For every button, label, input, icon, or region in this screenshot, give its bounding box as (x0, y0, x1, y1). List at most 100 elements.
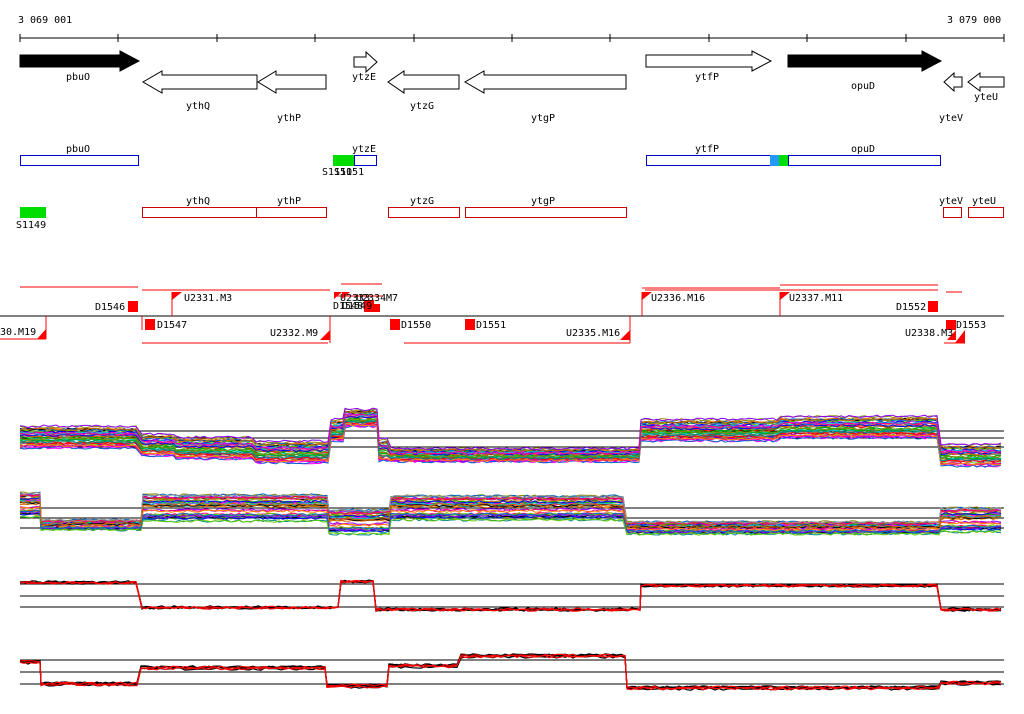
expression-profile-plus-summary (19, 579, 1004, 612)
gene-label-opud: opuD (851, 81, 875, 92)
sigma-box-s1149[interactable] (20, 207, 46, 218)
profile-line (19, 413, 1002, 455)
segment-label-d1550: D1550 (401, 320, 431, 331)
minus-box-ytzg[interactable]: ytzG (388, 196, 460, 218)
profile-line (19, 491, 1002, 525)
profile-line (19, 415, 1002, 456)
profile-line (19, 417, 1002, 459)
minus-strand-box-track: S1149 ythQ ythP ytzG ytgP yteV yteU (16, 196, 1004, 231)
minus-box-label-ytev: yteV (939, 196, 963, 207)
sigma-box-s1150[interactable] (333, 155, 354, 166)
gene-arrow-ytev[interactable]: yteV (939, 71, 963, 124)
segment-label-u2332: U2332.M9 (270, 328, 318, 339)
expression-profile-minus-summary (19, 653, 1004, 691)
minus-box-ythq[interactable]: ythQ (142, 196, 257, 218)
profile-line (19, 509, 1002, 533)
profile-line (19, 494, 1002, 526)
minus-box-label-ythp: ythP (277, 196, 301, 207)
segment-label-d1552: D1552 (896, 302, 926, 313)
gene-arrow-ytfp[interactable]: ytfP (645, 50, 773, 83)
profile-line (19, 653, 1002, 689)
plus-box-ytfp[interactable]: ytfP (646, 144, 789, 166)
plus-box-label-opud: opuD (851, 144, 875, 155)
plus-box-pbuo[interactable]: pbuO (20, 144, 139, 166)
profile-line (19, 418, 1002, 459)
profile-line (19, 410, 1002, 453)
gene-label-ytzg: ytzG (410, 101, 434, 112)
plus-box-label-ytfp: ytfP (695, 144, 719, 155)
segment-label-d1548: D1548 (333, 301, 363, 312)
profile-line (19, 423, 1002, 466)
minus-box-label-ythq: ythQ (186, 196, 210, 207)
profile-line (19, 499, 1002, 528)
minus-box-label-ytzg: ytzG (410, 196, 434, 207)
minus-box-label-yteu: yteU (972, 196, 996, 207)
profile-line (19, 407, 1002, 451)
sigma-box-blue[interactable] (770, 155, 779, 166)
segment-label-m7: M7 (386, 293, 398, 304)
profile-line (19, 654, 1002, 691)
minus-box-label-ytgp: ytgP (531, 196, 555, 207)
gene-arrow-ytze[interactable]: ytzE (352, 50, 378, 83)
profile-line (19, 506, 1002, 532)
gene-label-ythq: ythQ (186, 101, 210, 112)
profile-line (19, 413, 1002, 455)
gene-label-ytgp: ytgP (531, 113, 555, 124)
segment-label-u2337: U2337.M11 (789, 293, 843, 304)
gene-arrow-ythq[interactable]: ythQ (142, 70, 258, 112)
gene-label-ytev: yteV (939, 113, 963, 124)
gene-label-yteu: yteU (974, 92, 998, 103)
segment-label-d1547: D1547 (157, 320, 187, 331)
profile-line (19, 423, 1002, 466)
segment-label-u2335: U2335.M16 (566, 328, 620, 339)
gene-arrow-ythp[interactable]: ythP (257, 70, 327, 124)
plus-box-label-pbuo: pbuO (66, 144, 90, 155)
gene-label-ytze: ytzE (352, 72, 376, 83)
segment-label-d1546: D1546 (95, 302, 125, 313)
profile-line (19, 418, 1002, 460)
gene-arrow-ytzg[interactable]: ytzG (387, 70, 460, 112)
segment-label-u2331: U2331.M3 (184, 293, 232, 304)
expression-profile-minus-all (19, 491, 1004, 536)
minus-box-ythp[interactable]: ythP (256, 196, 327, 218)
plus-box-label-ytze: ytzE (352, 144, 376, 155)
segment-label-u2336: U2336.M16 (651, 293, 705, 304)
segment-label-d1551: D1551 (476, 320, 506, 331)
segmentation-track: D1546 U2331.M3 U2333 U2334 D1548 D1549 M… (0, 283, 1004, 344)
gene-arrow-pbuo[interactable]: pbuO (19, 50, 141, 83)
profile-line (19, 515, 1002, 536)
profile-line (19, 500, 1002, 529)
expression-profile-plus-all (19, 407, 1004, 468)
minus-box-ytgp[interactable]: ytgP (465, 196, 627, 218)
gene-arrow-yteu[interactable]: yteU (967, 72, 1005, 103)
plus-box-ytze[interactable]: ytzE (352, 144, 377, 166)
gene-label-pbuo: pbuO (66, 72, 90, 83)
gene-label-ythp: ythP (277, 113, 301, 124)
segment-label-m19: 30.M19 (0, 327, 36, 338)
sigma-label-s1149: S1149 (16, 220, 46, 231)
minus-box-yteu[interactable]: yteU (968, 196, 1004, 218)
gene-arrow-opud[interactable]: opuD (787, 50, 943, 92)
segment-label-d1553: D1553 (956, 320, 986, 331)
profile-line (19, 579, 1002, 612)
gene-arrow-ytgp[interactable]: ytgP (464, 70, 627, 124)
profile-line (19, 653, 1002, 689)
coordinate-ruler: 3 069 001 3 079 000 (18, 15, 1005, 42)
profile-line (19, 494, 1002, 526)
gene-arrow-track: pbuO ythQ ythP ytzE ytzG ytgP ytfP opuD (19, 50, 1005, 124)
plus-strand-box-track: pbuO ytzE ytfP opuD S1150 S1151 (20, 144, 941, 178)
sigma-label-s1150: S1150 (322, 167, 352, 178)
sigma-label-s1151: S1151 (334, 167, 364, 178)
sigma-box-green[interactable] (779, 155, 788, 166)
ruler-end-label: 3 079 000 (947, 15, 1001, 26)
segment-label-u2338: U2338.M3 (905, 328, 953, 339)
plus-box-opud[interactable]: opuD (788, 144, 941, 166)
profile-line (19, 420, 1002, 462)
minus-box-ytev[interactable]: yteV (939, 196, 963, 218)
segment-label-d1549: D1549 (342, 301, 372, 312)
profile-line (19, 653, 1001, 690)
profile-line (19, 655, 1002, 691)
profile-line (19, 421, 1002, 464)
profile-line (19, 515, 1002, 536)
